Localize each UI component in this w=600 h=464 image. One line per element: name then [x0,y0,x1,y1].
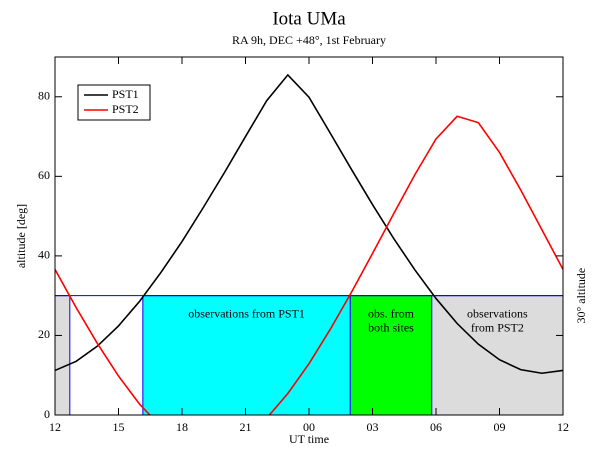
y-tick-label: 60 [38,168,50,182]
region [54,295,71,416]
legend-label: PST2 [112,102,139,116]
x-tick-label: 00 [303,420,315,434]
threshold-label: 30° altitude [574,268,588,324]
y-tick-label: 20 [38,327,50,341]
x-tick-label: 15 [113,420,125,434]
region-label: obs. from [368,306,415,320]
region [142,295,351,416]
lines [55,73,563,415]
y-tick-label: 0 [44,407,50,421]
chart-subtitle: RA 9h, DEC +48°, 1st February [232,33,386,47]
region-label: both sites [368,320,414,334]
x-tick-label: 21 [240,420,252,434]
region-label: observations from PST1 [188,306,305,320]
series-line [55,115,563,415]
region [349,295,433,416]
region-label: from PST2 [471,320,524,334]
x-tick-label: 18 [176,420,188,434]
y-axis-label: altitude [deg] [14,204,28,268]
x-tick-label: 12 [49,420,61,434]
legend-label: PST1 [112,87,139,101]
x-tick-label: 12 [557,420,569,434]
x-tick-label: 06 [430,420,442,434]
region-label: observations [467,306,528,320]
chart-title: Iota UMa [272,8,346,29]
y-tick-label: 80 [38,89,50,103]
x-tick-label: 03 [367,420,379,434]
x-tick-label: 09 [494,420,506,434]
series-line [55,73,563,375]
x-axis-label: UT time [289,432,329,446]
y-tick-label: 40 [38,248,50,262]
legend-box [77,84,151,121]
